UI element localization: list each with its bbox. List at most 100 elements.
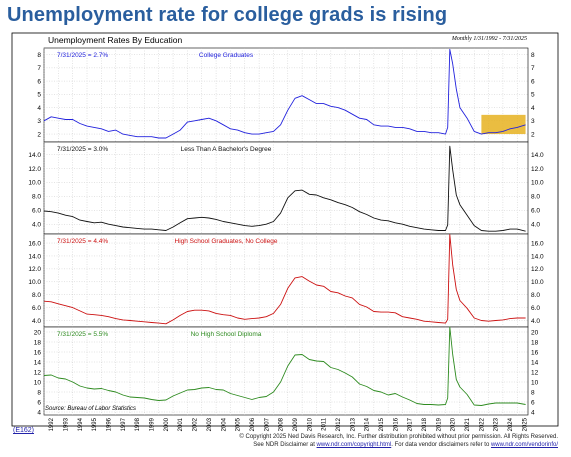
x-tick-2012: 2012 [336, 417, 342, 431]
x-tick-2018: 2018 [422, 417, 428, 431]
x-tick-2006: 2006 [250, 417, 256, 431]
panel-1-plot-area [43, 141, 529, 235]
panel-3-ytick-left-3: 10 [34, 379, 42, 386]
panel-0-ytick-left-6: 8 [37, 52, 41, 59]
x-tick-1996: 1996 [107, 417, 113, 431]
highlight-box [481, 114, 526, 135]
panel-1-ytick-left-5: 14.0 [28, 152, 41, 159]
panel-2-ytick-left-5: 14.0 [28, 253, 41, 260]
x-tick-2016: 2016 [393, 417, 399, 431]
panel-3-ytick-right-0: 4 [531, 409, 535, 416]
panel-1-series-name: Less Than A Bachelor's Degree [181, 146, 272, 153]
panel-2-ytick-right-2: 8.0 [531, 292, 540, 299]
panel-1-ytick-left-1: 6.0 [32, 208, 41, 215]
panel-2-ytick-left-4: 12.0 [28, 266, 41, 273]
panel-3-ytick-right-5: 14 [531, 359, 539, 366]
x-tick-1994: 1994 [78, 417, 84, 431]
x-tick-2009: 2009 [293, 417, 299, 431]
panel-3-series-name: No High School Diploma [191, 331, 262, 338]
x-tick-2023: 2023 [494, 417, 500, 431]
panel-1-ytick-left-2: 8.0 [32, 194, 41, 201]
x-tick-2001: 2001 [178, 417, 184, 431]
disclaimer-line: See NDR Disclaimer at www.ndr.com/copyri… [158, 441, 558, 449]
panel-1-ytick-right-1: 6.0 [531, 208, 540, 215]
footer: © Copyright 2025 Ned Davis Research, Inc… [158, 433, 558, 449]
x-tick-2019: 2019 [436, 417, 442, 431]
panel-3-ytick-left-7: 18 [34, 339, 42, 346]
panel-1: 4.0 4.0 6.0 6.0 8.0 8.0 10.0 10.0 12.0 12.0 14.0 14… [28, 141, 544, 235]
panel-2-ytick-left-1: 6.0 [32, 305, 41, 312]
x-tick-2002: 2002 [193, 417, 199, 431]
panel-0-series-name: College Graduates [199, 52, 254, 59]
copyright-link[interactable]: www.ndr.com/copyright.html [316, 442, 392, 448]
panel-3-ytick-right-2: 8 [531, 389, 535, 396]
panel-2-ytick-right-1: 6.0 [531, 305, 540, 312]
chart-subtitle: Monthly 1/31/1992 - 7/31/2025 [451, 36, 527, 42]
x-tick-2015: 2015 [379, 417, 385, 431]
panel-1-ytick-right-5: 14.0 [531, 152, 544, 159]
panel-0-ytick-right-2: 4 [531, 105, 535, 112]
headline: Unemployment rate for college grads is r… [7, 4, 448, 26]
panel-0-ytick-right-5: 7 [531, 65, 535, 72]
panel-1-ytick-left-3: 10.0 [28, 180, 41, 187]
x-tick-2011: 2011 [322, 417, 328, 431]
panel-0-ytick-right-3: 5 [531, 92, 535, 99]
panel-3-ytick-left-6: 16 [34, 349, 42, 356]
x-tick-2004: 2004 [221, 417, 227, 431]
copyright-line: © Copyright 2025 Ned Davis Research, Inc… [239, 434, 558, 440]
x-tick-2013: 2013 [350, 417, 356, 431]
panel-2-ytick-left-2: 8.0 [32, 292, 41, 299]
x-tick-1998: 1998 [135, 417, 141, 431]
x-tick-2022: 2022 [479, 417, 485, 431]
panel-1-ytick-left-0: 4.0 [32, 222, 41, 229]
vendor-link[interactable]: www.ndr.com/vendorinfo/ [490, 442, 558, 448]
x-tick-1993: 1993 [64, 417, 70, 431]
panel-3-ytick-left-2: 8 [37, 389, 41, 396]
panel-2-series-name: High School Graduates, No College [175, 238, 278, 245]
panel-3-ytick-right-7: 18 [531, 339, 539, 346]
panel-0: 2 2 3 3 4 4 5 5 6 6 7 7 8 8 7/31/2025 = 2.7% College Gr… [37, 47, 535, 143]
panel-0-ytick-right-6: 8 [531, 52, 535, 59]
panel-2-ytick-left-3: 10.0 [28, 279, 41, 286]
panel-0-plot-area [43, 47, 529, 143]
x-tick-2000: 2000 [164, 417, 170, 431]
panel-3-ytick-right-4: 12 [531, 369, 539, 376]
x-tick-2024: 2024 [508, 417, 514, 431]
panel-2-ytick-right-6: 16.0 [531, 240, 544, 247]
x-tick-1995: 1995 [92, 417, 98, 431]
x-tick-2021: 2021 [465, 417, 471, 431]
panel-2-ytick-left-0: 4.0 [32, 318, 41, 325]
panel-0-ytick-left-4: 6 [37, 78, 41, 85]
panel-2-ytick-right-5: 14.0 [531, 253, 544, 260]
disclaimer-text-a: See NDR Disclaimer at [253, 442, 317, 448]
panel-0-ytick-left-2: 4 [37, 105, 41, 112]
disclaimer-text-b: . For data vendor disclaimers refer to [391, 442, 491, 448]
x-tick-2007: 2007 [264, 417, 270, 431]
x-tick-1992: 1992 [49, 417, 55, 431]
x-tick-2003: 2003 [207, 417, 213, 431]
series-line-0 [43, 48, 526, 139]
panel-2-ytick-right-3: 10.0 [531, 279, 544, 286]
panel-3-ytick-left-0: 4 [37, 409, 41, 416]
series-line-2 [43, 234, 526, 325]
chart-title: Unemployment Rates By Education [48, 35, 182, 45]
source-note: Source: Bureau of Labor Statistics [45, 406, 136, 412]
panel-2-ytick-right-4: 12.0 [531, 266, 544, 273]
panel-2-ytick-left-6: 16.0 [28, 240, 41, 247]
chart-code[interactable]: (E162) [13, 427, 35, 434]
x-axis: 1992 1993 1994 1995 1996 1997 1998 1999 2000 2001… [49, 417, 528, 431]
panel-3-ytick-left-4: 12 [34, 369, 42, 376]
x-tick-2005: 2005 [236, 417, 242, 431]
panels: 2 2 3 3 4 4 5 5 6 6 7 7 8 8 7/31/2025 = 2.7% College Gr… [28, 47, 544, 416]
panel-3-ytick-right-1: 6 [531, 399, 535, 406]
panel-0-ytick-left-1: 3 [37, 118, 41, 125]
panel-0-ytick-right-1: 3 [531, 118, 535, 125]
panel-0-ytick-right-0: 2 [531, 131, 535, 138]
panel-1-ytick-left-4: 12.0 [28, 166, 41, 173]
x-tick-1997: 1997 [121, 417, 127, 431]
panel-1-ytick-right-3: 10.0 [531, 180, 544, 187]
panel-3-ytick-right-6: 16 [531, 349, 539, 356]
panel-1-latest-label: 7/31/2025 = 3.0% [57, 146, 108, 153]
x-tick-2010: 2010 [307, 417, 313, 431]
